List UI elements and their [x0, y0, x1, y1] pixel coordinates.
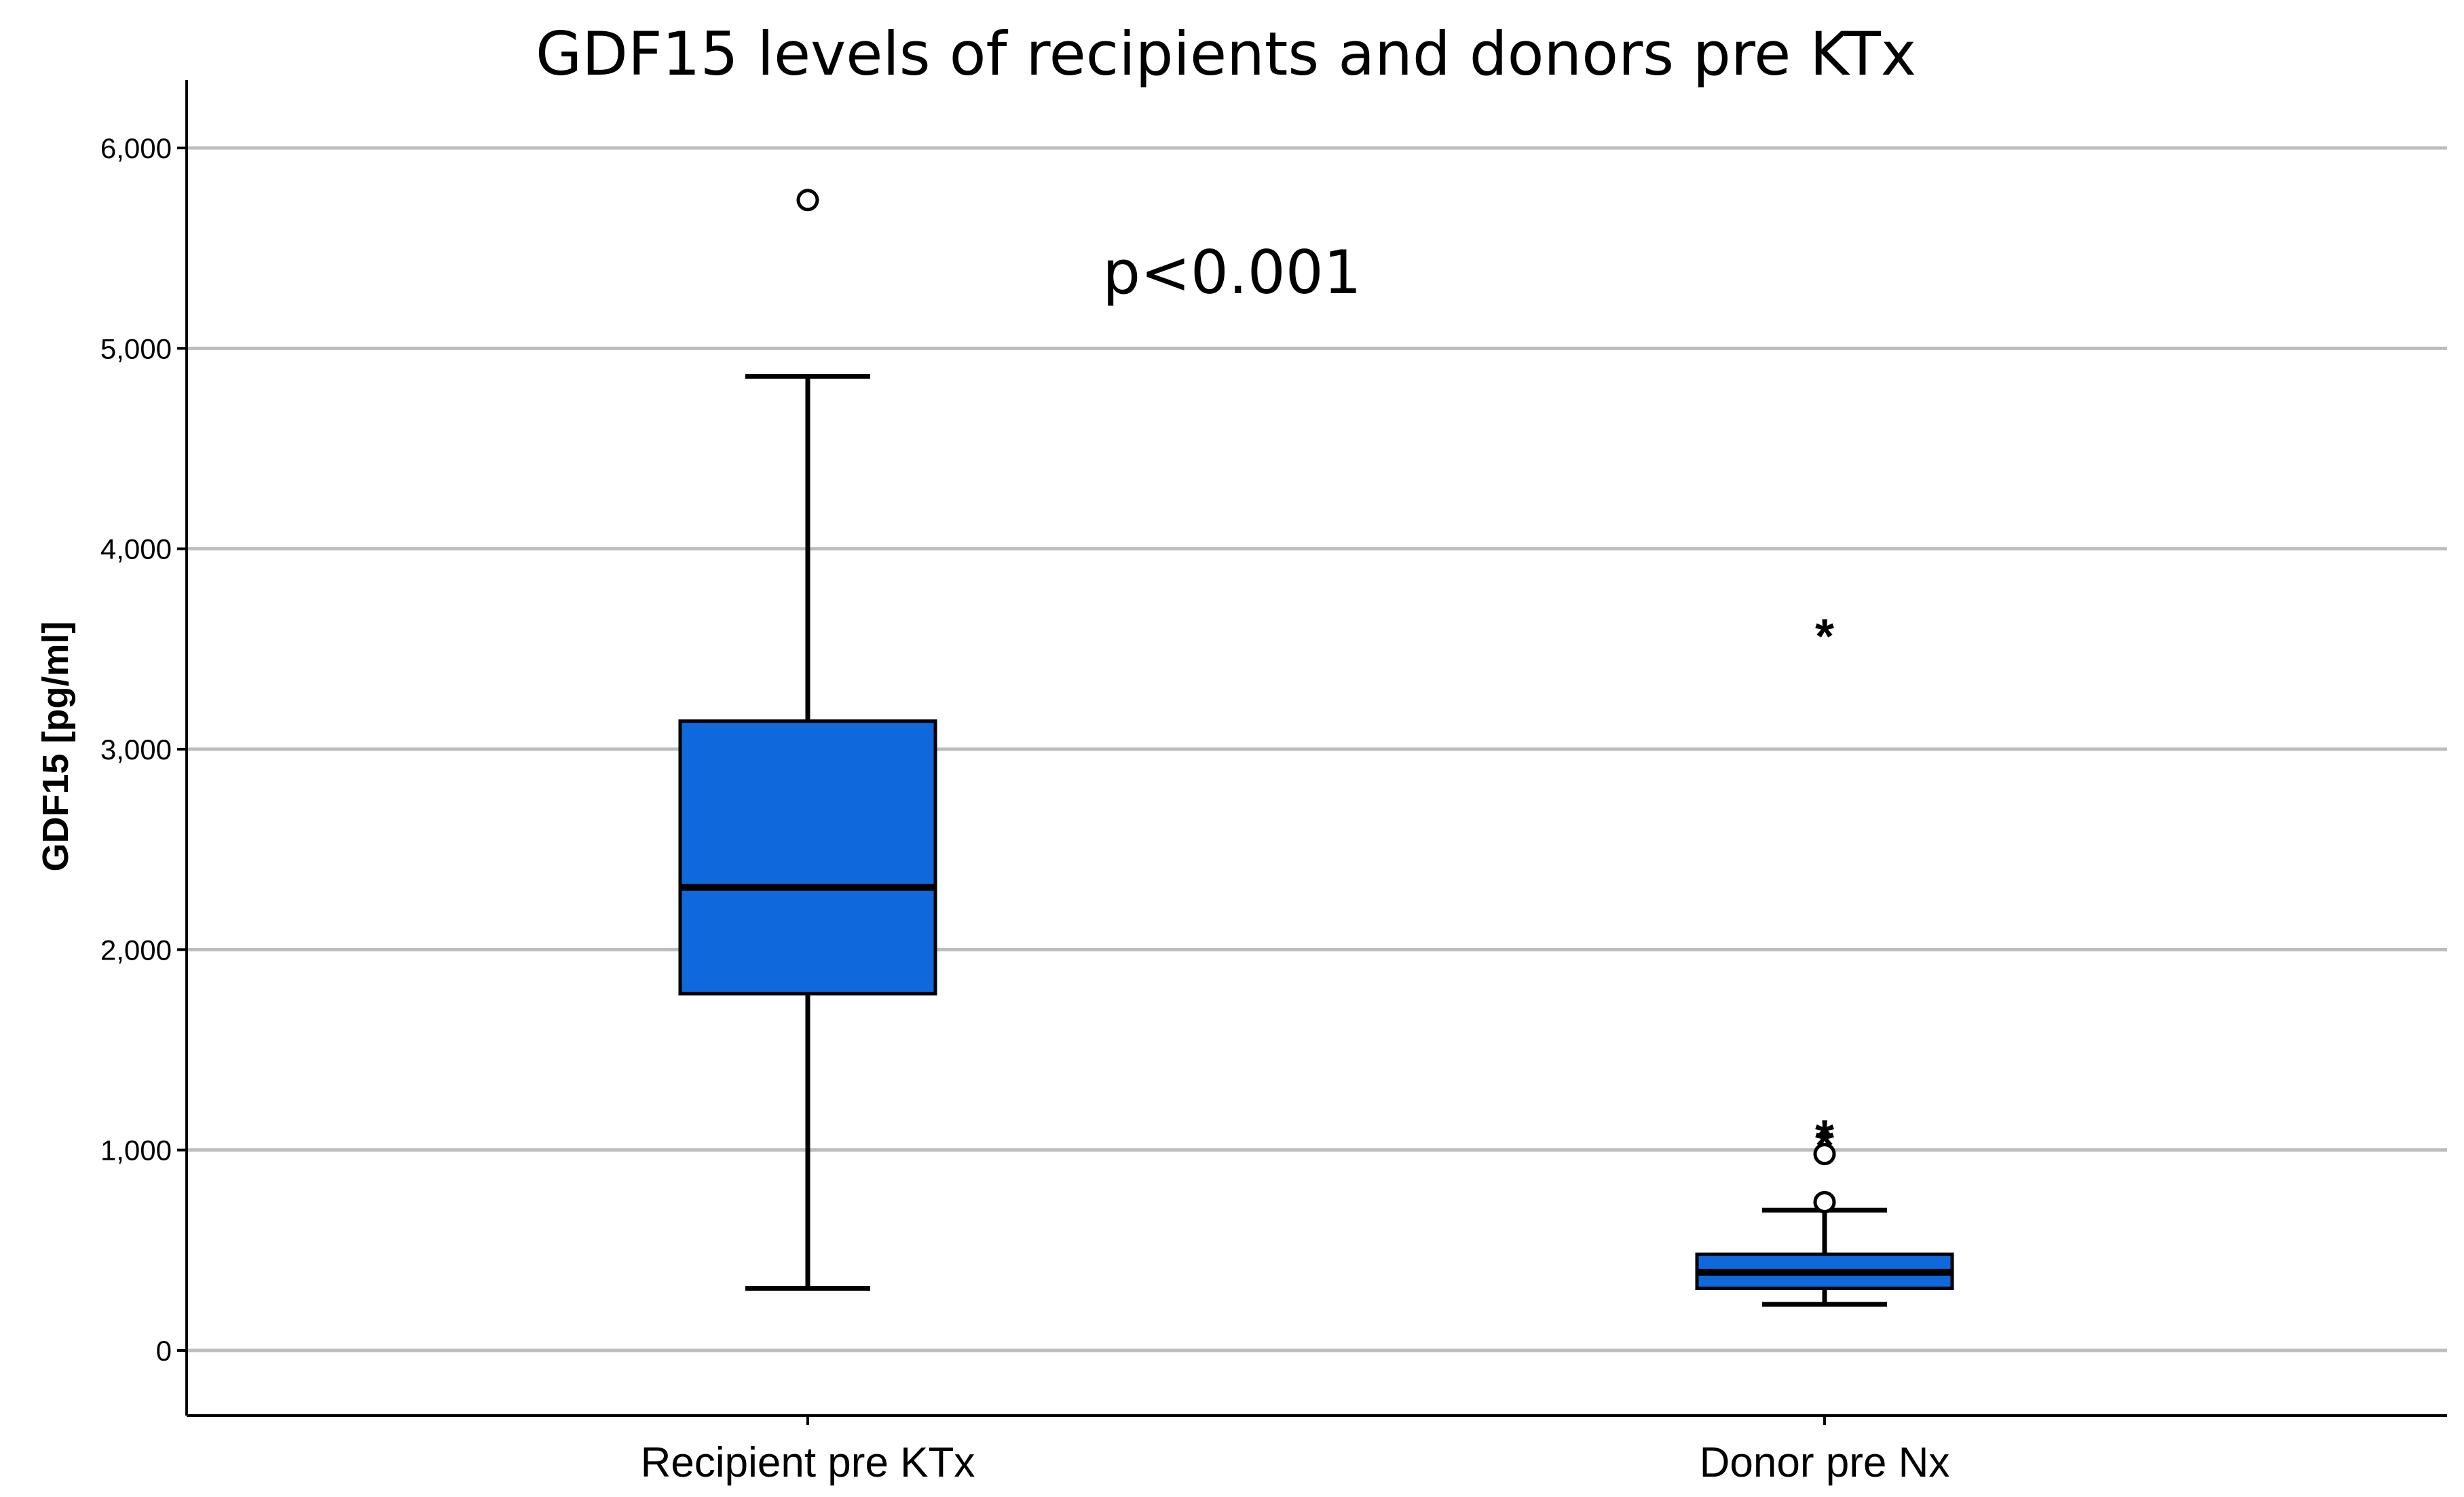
y-axis-label: GDF15 [pg/ml] [35, 621, 76, 871]
box-group-1: *** [1695, 610, 1954, 1307]
extreme-point-1-1: * [1815, 1111, 1834, 1165]
y-tick-label-0: 0 [156, 1335, 172, 1367]
labels: GDF15 levels of recipients and donors pr… [35, 19, 1916, 872]
p-value-annotation: p<0.001 [1102, 238, 1362, 307]
extreme-point-1-2: * [1815, 610, 1834, 664]
y-tick-label-5000: 5,000 [100, 333, 172, 364]
box-group-0 [678, 189, 937, 1291]
boxes: *** [678, 189, 1954, 1307]
iqr-box-0 [678, 719, 937, 996]
extreme-point-1-0: * [1815, 1119, 1834, 1173]
x-tick-label-1: Donor pre Nx [1700, 1439, 1950, 1486]
y-tick-label-3000: 3,000 [100, 734, 172, 765]
outlier-point-0-0 [796, 189, 819, 212]
y-tick-label-6000: 6,000 [100, 132, 172, 164]
axes: 0 1,000 2,000 3,000 4,000 5,000 6,000 Recipient… [100, 80, 2447, 1486]
chart-title: GDF15 levels of recipients and donors pr… [536, 19, 1916, 89]
y-tick-label-1000: 1,000 [100, 1135, 172, 1167]
gridlines [187, 146, 2447, 1352]
x-tick-label-0: Recipient pre KTx [641, 1439, 975, 1486]
y-tick-label-4000: 4,000 [100, 533, 172, 565]
outlier-point-1-1 [1813, 1143, 1836, 1166]
y-tick-label-2000: 2,000 [100, 934, 172, 966]
outlier-point-1-0 [1813, 1190, 1836, 1213]
